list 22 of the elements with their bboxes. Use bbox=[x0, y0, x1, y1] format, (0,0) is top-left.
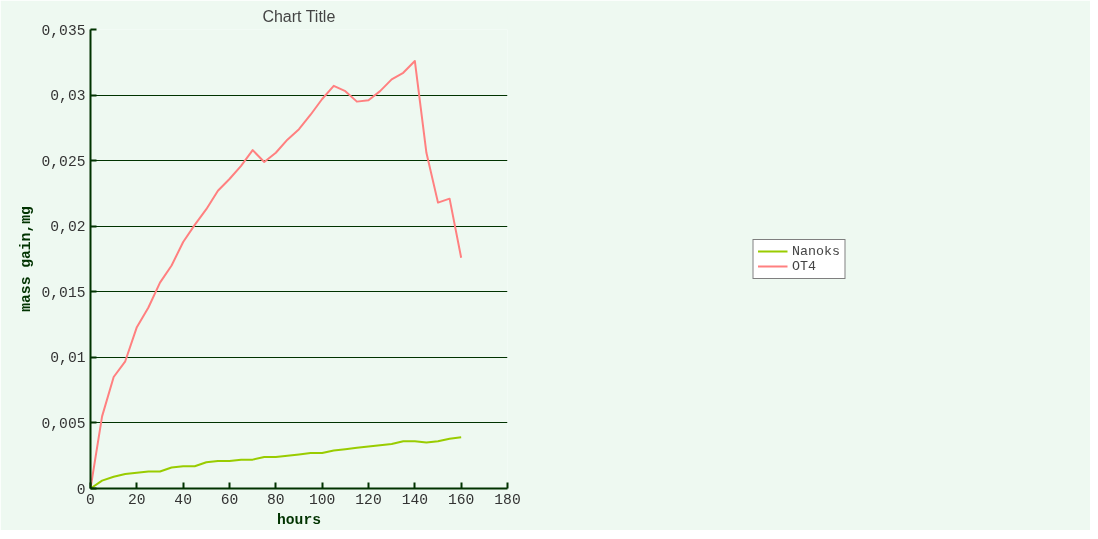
x-tick-label: 20 bbox=[128, 491, 146, 508]
y-tick-label: 0,02 bbox=[50, 219, 86, 236]
x-tick-label: 60 bbox=[220, 491, 239, 508]
y-tick-label: 0,035 bbox=[41, 22, 86, 39]
chart-title: Chart Title bbox=[262, 7, 336, 25]
x-tick-label: 140 bbox=[401, 491, 429, 508]
legend-label: OT4 bbox=[792, 258, 816, 274]
y-tick-label: 0,025 bbox=[41, 153, 86, 170]
y-tick-label: 0,01 bbox=[50, 350, 86, 367]
x-tick-label: 120 bbox=[355, 491, 382, 508]
x-axis-title: hours bbox=[277, 511, 321, 528]
x-tick-label: 100 bbox=[308, 491, 336, 508]
y-tick-label: 0,015 bbox=[41, 284, 86, 301]
y-tick-label: 0,03 bbox=[50, 88, 86, 105]
legend-label: Nanoks bbox=[792, 243, 840, 259]
x-tick-label: 40 bbox=[174, 491, 192, 508]
x-tick-label: 80 bbox=[267, 491, 285, 508]
x-tick-label: 180 bbox=[494, 491, 521, 508]
y-axis-title: mass gain,mg bbox=[17, 206, 34, 312]
y-tick-label: 0,005 bbox=[41, 415, 86, 432]
x-tick-label: 160 bbox=[447, 491, 475, 508]
line-series bbox=[90, 436, 463, 489]
